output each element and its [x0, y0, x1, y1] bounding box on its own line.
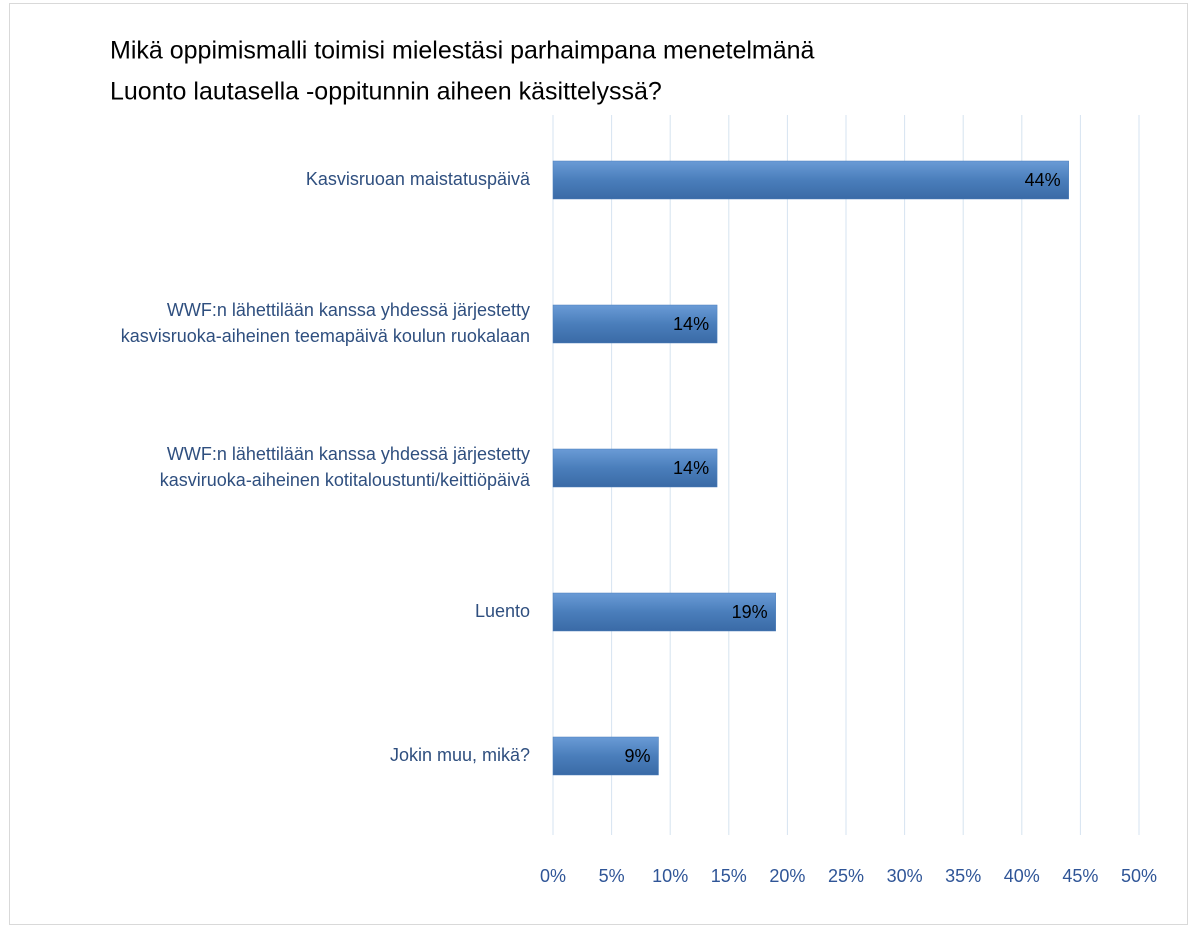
bar: [552, 160, 1069, 200]
y-tick-label: WWF:n lähettilään kanssa yhdessä järjest…: [160, 444, 531, 490]
x-tick-label: 30%: [887, 866, 923, 886]
value-label: 9%: [624, 746, 650, 766]
y-tick-label: Jokin muu, mikä?: [390, 745, 530, 765]
chart-title: Luonto lautasella -oppitunnin aiheen käs…: [110, 78, 662, 106]
x-tick-label: 0%: [540, 866, 566, 886]
bar: [552, 304, 718, 344]
y-tick-label: Kasvisruoan maistatuspäivä: [306, 169, 531, 189]
chart-title: Mikä oppimismalli toimisi mielestäsi par…: [110, 37, 815, 65]
bar: [552, 736, 659, 776]
value-label: 44%: [1025, 170, 1061, 190]
x-tick-label: 50%: [1121, 866, 1157, 886]
bar: [552, 592, 776, 632]
x-tick-label: 15%: [711, 866, 747, 886]
y-tick-label: WWF:n lähettilään kanssa yhdessä järjest…: [121, 300, 530, 346]
value-label: 14%: [673, 314, 709, 334]
value-label: 14%: [673, 458, 709, 478]
x-tick-label: 25%: [828, 866, 864, 886]
y-tick-label: Luento: [475, 601, 530, 621]
x-tick-label: 40%: [1004, 866, 1040, 886]
bar: [552, 448, 718, 488]
x-tick-label: 20%: [769, 866, 805, 886]
x-tick-label: 10%: [652, 866, 688, 886]
x-tick-label: 5%: [599, 866, 625, 886]
value-label: 19%: [732, 602, 768, 622]
x-tick-label: 35%: [945, 866, 981, 886]
x-tick-label: 45%: [1062, 866, 1098, 886]
